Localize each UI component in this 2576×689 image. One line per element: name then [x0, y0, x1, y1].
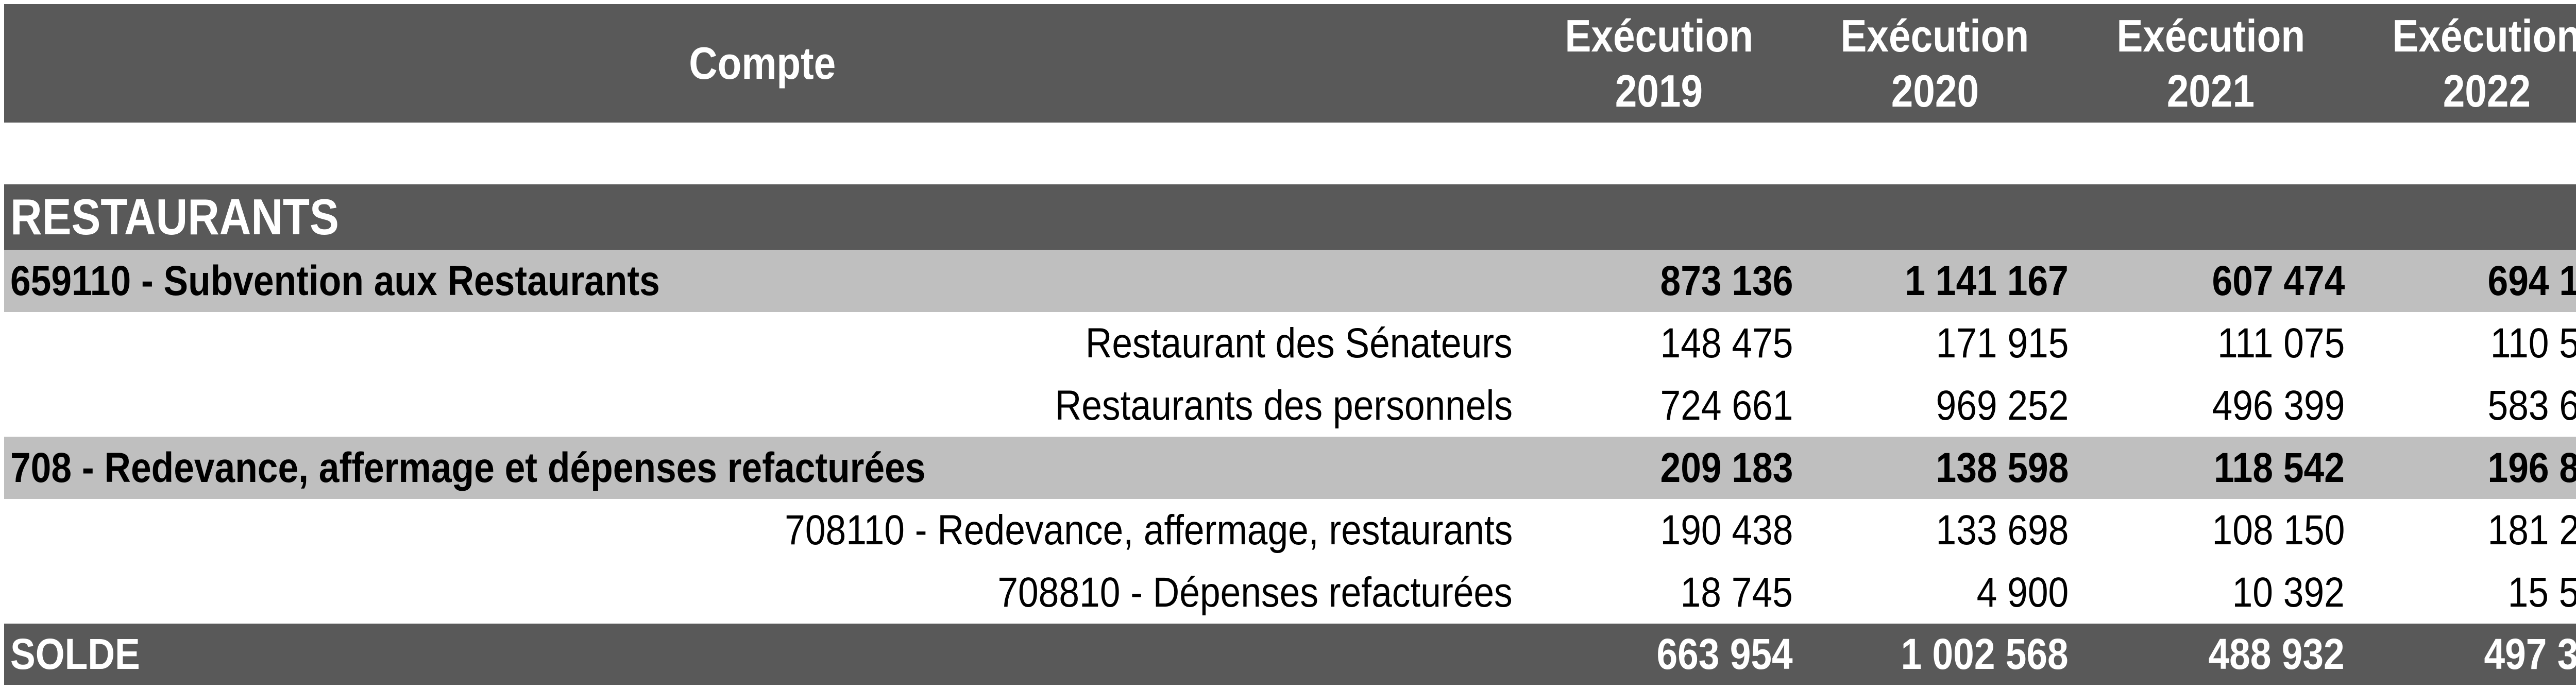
value-2020-cell: 171 915 [1797, 319, 2073, 368]
cell-value: 496 399 [2212, 382, 2345, 429]
table-row-708: 708 - Redevance, affermage et dépenses r… [4, 437, 2576, 499]
column-header-execution-2022: Exécution 2022 [2349, 4, 2576, 123]
account-label-cell: Restaurant des Sénateurs [4, 319, 1521, 368]
execution-budget-table: Compte Exécution 2019 Exécution 2020 Exé… [4, 4, 2576, 689]
cell-value: 4 900 [1976, 569, 2069, 616]
cell-value: 196 823 [2487, 444, 2576, 491]
cell-value: 18 745 [1680, 569, 1793, 616]
table-row-restaurant-senateurs: Restaurant des Sénateurs 148 475 171 915… [4, 312, 2576, 374]
cell-value: 110 515 [2490, 319, 2576, 367]
value-2021-cell: 111 075 [2073, 319, 2349, 368]
column-header-compte-label: Compte [689, 38, 836, 89]
value-2022-cell: 497 369 [2349, 629, 2576, 679]
value-2021-cell: 118 542 [2073, 444, 2349, 492]
column-header-execution-label: Exécution [2116, 10, 2305, 61]
account-label: 708810 - Dépenses refacturées [997, 569, 1513, 616]
value-2019-cell: 663 954 [1521, 629, 1797, 679]
account-label-cell: 708 - Redevance, affermage et dépenses r… [4, 444, 1521, 492]
table-row-659110: 659110 - Subvention aux Restaurants 873 … [4, 250, 2576, 312]
value-2019-cell: 18 745 [1521, 569, 1797, 617]
value-2020-cell: 1 002 568 [1797, 629, 2073, 679]
value-2021-cell: 607 474 [2073, 257, 2349, 305]
value-2019-cell: 148 475 [1521, 319, 1797, 368]
cell-value: 488 932 [2208, 630, 2345, 678]
cell-value: 171 915 [1936, 319, 2069, 367]
value-2020-cell: 133 698 [1797, 506, 2073, 555]
bottom-margin [4, 685, 2576, 689]
column-header-execution-2019: Exécution 2019 [1521, 4, 1797, 123]
value-2021-cell: 10 392 [2073, 569, 2349, 617]
value-2021-cell: 496 399 [2073, 382, 2349, 430]
account-label-cell: 708110 - Redevance, affermage, restauran… [4, 506, 1521, 555]
cell-value: 10 392 [2232, 569, 2345, 616]
value-2020-cell: 4 900 [1797, 569, 2073, 617]
column-header-execution-label: Exécution [2392, 10, 2576, 61]
solde-label: SOLDE [10, 630, 140, 678]
column-header-year: 2020 [1891, 65, 1979, 116]
account-label: 708110 - Redevance, affermage, restauran… [784, 506, 1513, 554]
cell-value: 1 002 568 [1901, 630, 2069, 678]
value-2021-cell: 488 932 [2073, 629, 2349, 679]
cell-value: 583 677 [2487, 382, 2576, 429]
value-2022-cell: 181 264 [2349, 506, 2576, 555]
value-2019-cell: 724 661 [1521, 382, 1797, 430]
cell-value: 111 075 [2217, 319, 2345, 367]
cell-value: 694 192 [2487, 257, 2576, 304]
cell-value: 138 598 [1936, 444, 2069, 491]
column-header-execution-label: Exécution [1565, 10, 1753, 61]
column-header-year: 2022 [2443, 65, 2531, 116]
table-row-solde: SOLDE 663 954 1 002 568 488 932 497 369 … [4, 624, 2576, 685]
column-header-execution-2020: Exécution 2020 [1797, 4, 2073, 123]
value-2022-cell: 694 192 [2349, 257, 2576, 305]
cell-value: 118 542 [2214, 444, 2345, 491]
table-row-708110: 708110 - Redevance, affermage, restauran… [4, 499, 2576, 561]
account-label: Restaurant des Sénateurs [1086, 319, 1513, 367]
table-row-708810: 708810 - Dépenses refacturées 18 745 4 9… [4, 561, 2576, 624]
account-label: Restaurants des personnels [1055, 382, 1513, 429]
column-header-compte: Compte [4, 37, 1521, 90]
value-2020-cell: 138 598 [1797, 444, 2073, 492]
account-label-cell: Restaurants des personnels [4, 382, 1521, 430]
section-header-restaurants: RESTAURANTS [4, 184, 2576, 250]
value-2022-cell: 583 677 [2349, 382, 2576, 430]
value-2020-cell: 1 141 167 [1797, 257, 2073, 305]
value-2019-cell: 209 183 [1521, 444, 1797, 492]
cell-value: 607 474 [2212, 257, 2345, 304]
solde-label-cell: SOLDE [4, 629, 1521, 679]
table-header-row: Compte Exécution 2019 Exécution 2020 Exé… [4, 4, 2576, 123]
value-2022-cell: 196 823 [2349, 444, 2576, 492]
section-title: RESTAURANTS [10, 188, 339, 245]
value-2019-cell: 873 136 [1521, 257, 1797, 305]
value-2022-cell: 110 515 [2349, 319, 2576, 368]
column-header-execution-2021: Exécution 2021 [2073, 4, 2349, 123]
account-label-cell: 708810 - Dépenses refacturées [4, 569, 1521, 617]
value-2020-cell: 969 252 [1797, 382, 2073, 430]
table-row-restaurants-personnels: Restaurants des personnels 724 661 969 2… [4, 374, 2576, 437]
cell-value: 133 698 [1936, 506, 2069, 554]
cell-value: 190 438 [1660, 506, 1793, 554]
value-2021-cell: 108 150 [2073, 506, 2349, 555]
cell-value: 209 183 [1660, 444, 1793, 491]
column-header-year: 2021 [2166, 65, 2255, 116]
cell-value: 873 136 [1660, 257, 1793, 304]
cell-value: 497 369 [2484, 630, 2576, 678]
cell-value: 148 475 [1660, 319, 1793, 367]
account-label: 659110 - Subvention aux Restaurants [10, 257, 660, 304]
cell-value: 724 661 [1660, 382, 1793, 429]
cell-value: 108 150 [2212, 506, 2345, 554]
column-header-execution-label: Exécution [1840, 10, 2029, 61]
cell-value: 969 252 [1936, 382, 2069, 429]
value-2022-cell: 15 560 [2349, 569, 2576, 617]
cell-value: 15 560 [2507, 569, 2576, 616]
cell-value: 663 954 [1656, 630, 1793, 678]
cell-value: 1 141 167 [1905, 257, 2069, 304]
cell-value: 181 264 [2487, 506, 2576, 554]
header-section-gap [4, 123, 2576, 184]
account-label: 708 - Redevance, affermage et dépenses r… [10, 444, 926, 491]
column-header-year: 2019 [1615, 65, 1703, 116]
account-label-cell: 659110 - Subvention aux Restaurants [4, 257, 1521, 305]
value-2019-cell: 190 438 [1521, 506, 1797, 555]
